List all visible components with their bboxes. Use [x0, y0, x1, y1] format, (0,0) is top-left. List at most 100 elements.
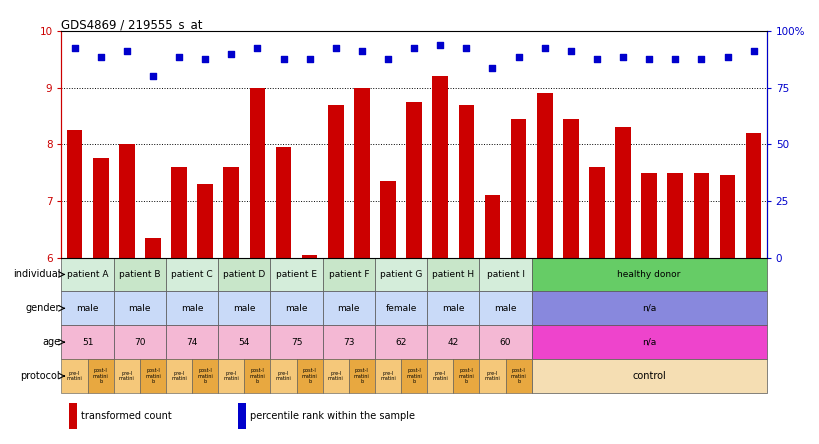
Point [407, 44, 420, 52]
Point [120, 48, 133, 55]
Text: post-l
matini
b: post-l matini b [354, 368, 369, 385]
Bar [427, 359, 453, 393]
Text: 74: 74 [186, 337, 197, 347]
Point [486, 64, 499, 71]
Point [720, 53, 733, 60]
Bar [479, 258, 531, 291]
Bar [427, 258, 479, 291]
Bar [88, 359, 114, 393]
Text: 73: 73 [342, 337, 354, 347]
Text: male: male [494, 304, 516, 313]
Point [328, 44, 342, 52]
Text: 70: 70 [134, 337, 146, 347]
Bar [61, 325, 114, 359]
Text: n/a: n/a [641, 337, 655, 347]
Text: pre-l
matini: pre-l matini [66, 371, 83, 381]
Point [616, 53, 629, 60]
Point [694, 56, 707, 63]
Bar [119, 144, 134, 258]
Bar [93, 159, 108, 258]
Text: patient A: patient A [67, 270, 108, 279]
Bar [563, 119, 578, 258]
Point [224, 50, 238, 57]
Bar [432, 76, 447, 258]
Bar [693, 173, 708, 258]
Text: pre-l
matini: pre-l matini [484, 371, 500, 381]
Text: GDS4869 / 219555_s_at: GDS4869 / 219555_s_at [61, 18, 203, 31]
Bar [238, 404, 246, 429]
Text: patient D: patient D [223, 270, 265, 279]
Text: age: age [42, 337, 60, 347]
Text: pre-l
matini: pre-l matini [380, 371, 396, 381]
Text: male: male [76, 304, 99, 313]
Text: n/a: n/a [641, 304, 655, 313]
Bar [323, 359, 348, 393]
Bar [218, 258, 270, 291]
Point [303, 56, 316, 63]
Text: patient C: patient C [171, 270, 213, 279]
Bar [197, 184, 213, 258]
Text: 42: 42 [447, 337, 459, 347]
Bar [275, 147, 291, 258]
Point [172, 53, 185, 60]
Text: post-l
matini
b: post-l matini b [458, 368, 473, 385]
Text: post-l
matini
b: post-l matini b [301, 368, 317, 385]
Point [355, 48, 368, 55]
Bar [479, 325, 531, 359]
Point [251, 44, 264, 52]
Text: pre-l
matini: pre-l matini [119, 371, 134, 381]
Text: patient G: patient G [379, 270, 422, 279]
Text: individual: individual [12, 270, 60, 279]
Point [146, 73, 159, 80]
Text: 54: 54 [238, 337, 250, 347]
Bar [223, 167, 239, 258]
Text: patient B: patient B [119, 270, 161, 279]
Bar [61, 258, 114, 291]
Bar [380, 181, 396, 258]
Bar [270, 258, 323, 291]
Bar [114, 325, 165, 359]
Text: patient F: patient F [328, 270, 369, 279]
Bar [270, 291, 323, 325]
Point [668, 56, 681, 63]
Text: male: male [129, 304, 151, 313]
Text: patient E: patient E [276, 270, 317, 279]
Bar [400, 359, 427, 393]
Bar [140, 359, 165, 393]
Bar [667, 173, 682, 258]
Point [433, 42, 446, 49]
Point [198, 56, 211, 63]
Point [511, 53, 524, 60]
Bar [145, 238, 161, 258]
Text: 75: 75 [291, 337, 302, 347]
Bar [218, 359, 244, 393]
Text: male: male [441, 304, 464, 313]
Text: patient H: patient H [432, 270, 473, 279]
Bar [192, 359, 218, 393]
Bar [531, 291, 766, 325]
Bar [301, 255, 317, 258]
Text: male: male [181, 304, 203, 313]
Bar [531, 258, 766, 291]
Bar [588, 167, 604, 258]
Text: pre-l
matini: pre-l matini [432, 371, 447, 381]
Bar [66, 130, 82, 258]
Point [277, 56, 290, 63]
Text: pre-l
matini: pre-l matini [328, 371, 343, 381]
Point [590, 56, 603, 63]
Point [381, 56, 394, 63]
Bar [249, 88, 265, 258]
Bar [61, 291, 114, 325]
Point [459, 44, 473, 52]
Bar [614, 127, 630, 258]
Text: 51: 51 [82, 337, 93, 347]
Bar [427, 325, 479, 359]
Bar [374, 291, 427, 325]
Text: pre-l
matini: pre-l matini [171, 371, 187, 381]
Text: male: male [337, 304, 360, 313]
Point [746, 48, 759, 55]
Bar [114, 359, 140, 393]
Point [537, 44, 550, 52]
Bar [453, 359, 479, 393]
Bar [531, 325, 766, 359]
